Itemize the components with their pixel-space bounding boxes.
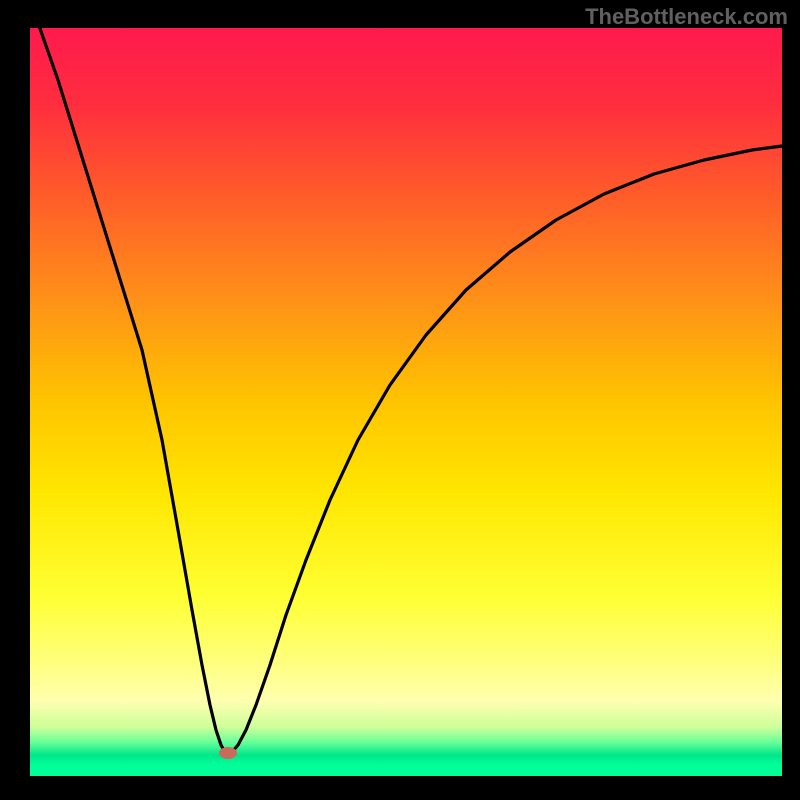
chart-frame: TheBottleneck.com (0, 0, 800, 800)
watermark-text: TheBottleneck.com (585, 4, 788, 30)
gradient-plot-area (30, 28, 782, 776)
